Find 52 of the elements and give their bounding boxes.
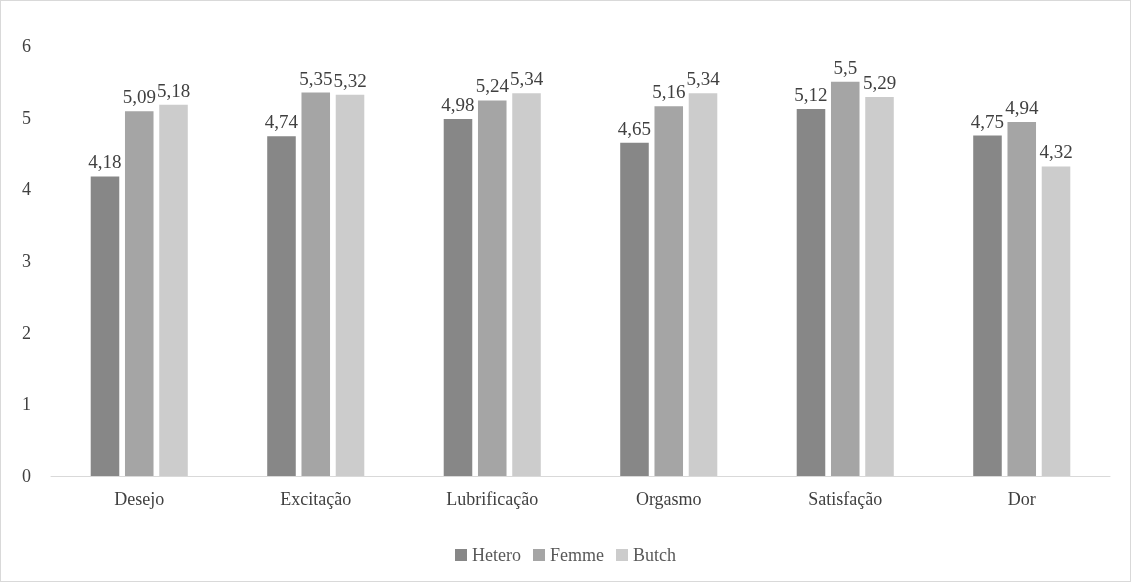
bar (796, 109, 826, 476)
y-tick-label: 2 (22, 322, 31, 343)
x-tick-label: Desejo (114, 489, 165, 509)
bar (477, 100, 507, 476)
data-label: 5,29 (862, 71, 897, 93)
data-label: 5,12 (794, 84, 828, 106)
data-label: 5,34 (509, 68, 544, 90)
bar (335, 94, 365, 476)
data-label: 5,35 (299, 67, 333, 89)
data-label: 4,98 (441, 94, 475, 116)
data-label: 4,94 (1005, 96, 1039, 118)
legend-label: Femme (549, 545, 604, 565)
x-tick-label: Dor (1007, 489, 1036, 509)
data-label: 5,34 (686, 68, 721, 90)
data-label: 5,09 (122, 86, 156, 108)
x-tick-label: Lubrificação (446, 489, 539, 509)
bar (688, 93, 718, 476)
bar (90, 176, 120, 476)
x-tick-label: Excitação (280, 489, 352, 509)
x-tick-label: Satisfação (808, 489, 883, 509)
bar (124, 111, 154, 476)
data-label: 4,74 (264, 111, 299, 133)
x-tick-label: Orgasmo (635, 489, 702, 509)
legend-label: Butch (632, 545, 676, 565)
bar (1007, 121, 1037, 476)
bar (654, 106, 684, 476)
y-tick-label: 3 (22, 251, 31, 271)
bar (865, 96, 894, 476)
bar (301, 92, 331, 476)
y-tick-label: 6 (22, 36, 31, 56)
y-tick-label: 0 (22, 466, 31, 486)
bar (830, 81, 860, 476)
data-label: 5,24 (475, 75, 510, 97)
data-label: 4,32 (1039, 141, 1073, 163)
data-label: 5,32 (333, 69, 367, 91)
data-label: 4,65 (617, 117, 652, 139)
bar (267, 136, 296, 476)
data-label: 4,18 (88, 151, 122, 173)
bar (443, 119, 473, 476)
bar (1041, 166, 1071, 476)
data-label: 5,16 (652, 81, 686, 103)
y-tick-label: 1 (22, 394, 31, 415)
bar (620, 142, 649, 476)
bar (973, 135, 1002, 476)
bar (159, 104, 188, 476)
legend-label: Hetero (472, 545, 521, 565)
bar (512, 93, 541, 476)
data-label: 5,18 (156, 79, 191, 101)
data-label: 5,5 (833, 56, 858, 78)
data-label: 4,75 (970, 110, 1005, 132)
y-tick-label: 4 (22, 179, 31, 200)
y-tick-label: 5 (22, 107, 31, 128)
